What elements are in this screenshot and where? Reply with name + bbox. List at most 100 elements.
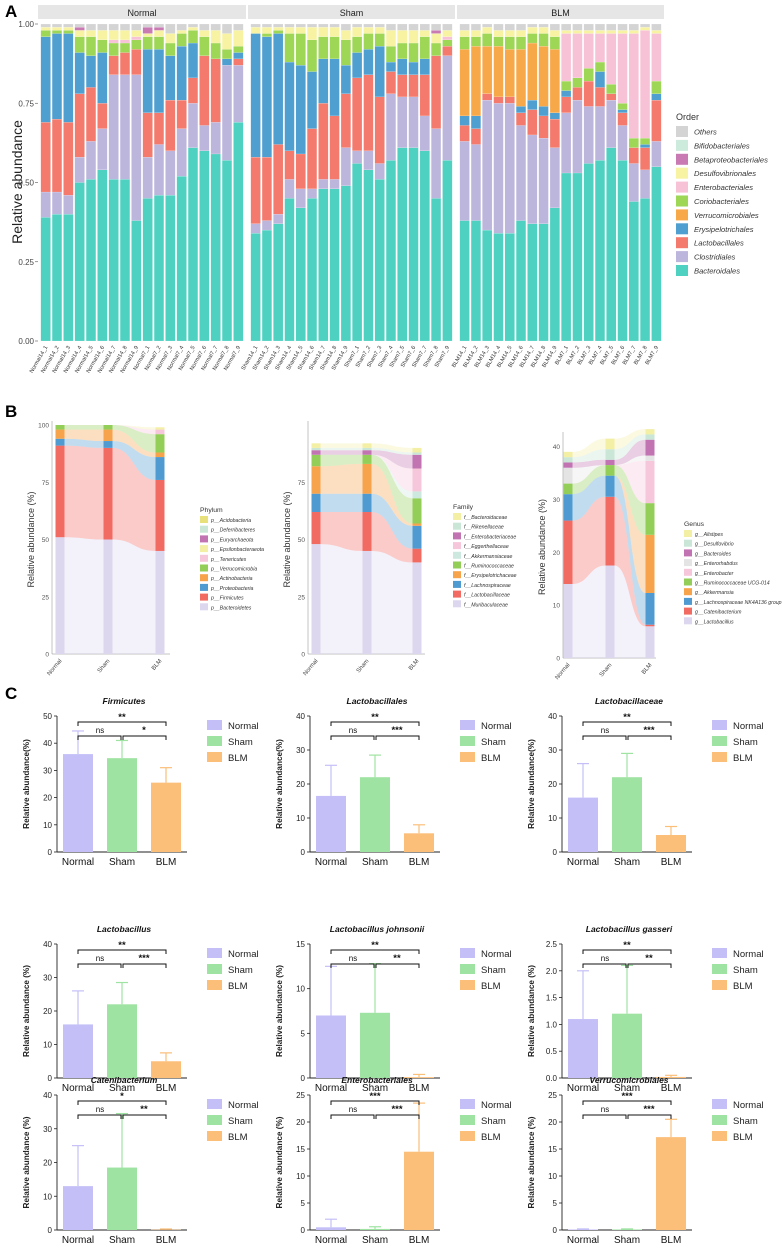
bar-segment	[273, 30, 284, 34]
bar-chart-4: Lactobacillus 0 10 20 30 40 Relative abundance…	[22, 924, 259, 1094]
bar-segment	[120, 52, 130, 75]
flow-band	[64, 537, 104, 654]
x-tick-label: Normal	[47, 658, 64, 677]
bar-segment	[74, 30, 85, 37]
stack-segment	[55, 429, 65, 439]
legend-swatch	[453, 600, 461, 608]
legend-swatch	[200, 564, 208, 572]
legend-swatch	[684, 617, 692, 625]
bar-segment	[233, 46, 244, 53]
bar-segment	[142, 36, 153, 50]
stack-segment	[412, 523, 422, 526]
bar-segment	[504, 103, 515, 234]
bar-segment	[307, 198, 317, 342]
bar-segment	[233, 58, 244, 66]
x-tick-label: Sham	[109, 857, 135, 868]
bar-segment	[329, 58, 340, 117]
legend-swatch	[453, 590, 461, 598]
bar-segment	[233, 23, 244, 31]
legend-label: Normal	[481, 721, 512, 732]
stack-segment	[645, 429, 655, 435]
legend-label: Sham	[228, 965, 253, 976]
bar-segment	[142, 33, 153, 37]
bar-segment	[352, 77, 363, 151]
alluvial-chart-phylum: Relative abundance (%) 0 25 50 75 100 Normal Sh…	[26, 421, 264, 677]
bar-segment	[233, 52, 244, 59]
stack-segment	[412, 447, 422, 453]
sig-label: ns	[96, 954, 104, 963]
bar-segment	[527, 223, 538, 342]
bar-segment	[527, 100, 538, 110]
y-tick-label: 0.00	[18, 337, 34, 346]
bar	[360, 1228, 390, 1230]
bar-chart-1: Firmicutes 0 10 20 30 40 50 Relative abundance(…	[22, 696, 259, 868]
bar	[612, 777, 642, 852]
sig-bracket	[375, 1114, 420, 1119]
legend-swatch	[453, 571, 461, 579]
bar-segment	[482, 229, 493, 342]
sig-label: ***	[643, 1104, 654, 1115]
x-tick-label: BLM	[661, 857, 682, 868]
facet-label: Sham	[340, 8, 364, 18]
bar-segment	[222, 49, 232, 59]
bar-segment	[408, 30, 419, 44]
bar-segment	[606, 30, 617, 34]
legend-swatch	[207, 752, 222, 762]
x-tick-label: Sham	[109, 1235, 135, 1246]
sig-bracket	[330, 949, 420, 954]
bar-segment	[516, 49, 526, 107]
flow-band	[320, 454, 363, 467]
bar-segment	[273, 214, 284, 224]
bar-segment	[176, 128, 187, 177]
bar-segment	[516, 106, 526, 113]
sig-bracket	[582, 1100, 672, 1105]
bar-segment	[363, 23, 374, 28]
flow-band	[614, 460, 646, 504]
y-tick-label: 0	[553, 848, 558, 857]
bar-segment	[408, 23, 419, 31]
bar-segment	[97, 23, 108, 31]
bar	[63, 754, 93, 852]
x-tick-label: BLM	[156, 857, 177, 868]
stack-segment	[645, 624, 655, 627]
bar-segment	[52, 119, 62, 193]
bar-segment	[516, 36, 526, 50]
y-tick-label: 20	[43, 1159, 52, 1168]
bar-chart-2: Lactobacillales 0 10 20 30 40 Relative abundan…	[275, 696, 512, 868]
legend-swatch	[460, 948, 475, 958]
bar-segment	[572, 100, 583, 174]
bar-segment	[63, 214, 74, 342]
bar-segment	[397, 58, 408, 75]
bar-segment	[363, 74, 374, 151]
bar-segment	[108, 42, 119, 56]
bar-segment	[419, 30, 430, 37]
bar-segment	[74, 182, 85, 342]
bar-segment	[165, 100, 176, 151]
bar-segment	[595, 160, 605, 342]
flow-band	[572, 475, 606, 521]
bar-segment	[583, 30, 594, 34]
bar-segment	[273, 223, 284, 342]
bar-segment	[459, 115, 470, 126]
stack-segment	[563, 467, 573, 484]
legend-label: g__Catenibacterium	[695, 610, 742, 616]
legend-label: g__Alistipes	[695, 532, 723, 538]
x-tick-label: Sham	[97, 658, 112, 674]
sig-label: ***	[391, 725, 402, 736]
legend-swatch	[684, 530, 692, 537]
bar-chart-5: Lactobacillus johnsonii 0 5 10 15 Relative ab…	[275, 924, 512, 1094]
bar-segment	[504, 30, 515, 37]
bar-segment	[549, 23, 560, 31]
bar-segment	[165, 33, 176, 44]
bar-segment	[431, 128, 442, 199]
legend-label: f__Bacteroidaceae	[464, 515, 507, 521]
bar-segment	[108, 39, 119, 44]
legend-label: p__Acidobacteria	[210, 518, 251, 524]
flow-band	[112, 425, 156, 430]
legend-swatch	[460, 736, 475, 746]
stack-segment	[605, 475, 615, 497]
sig-label: ***	[138, 953, 149, 964]
bar-segment	[549, 112, 560, 120]
bar-segment	[386, 46, 396, 63]
